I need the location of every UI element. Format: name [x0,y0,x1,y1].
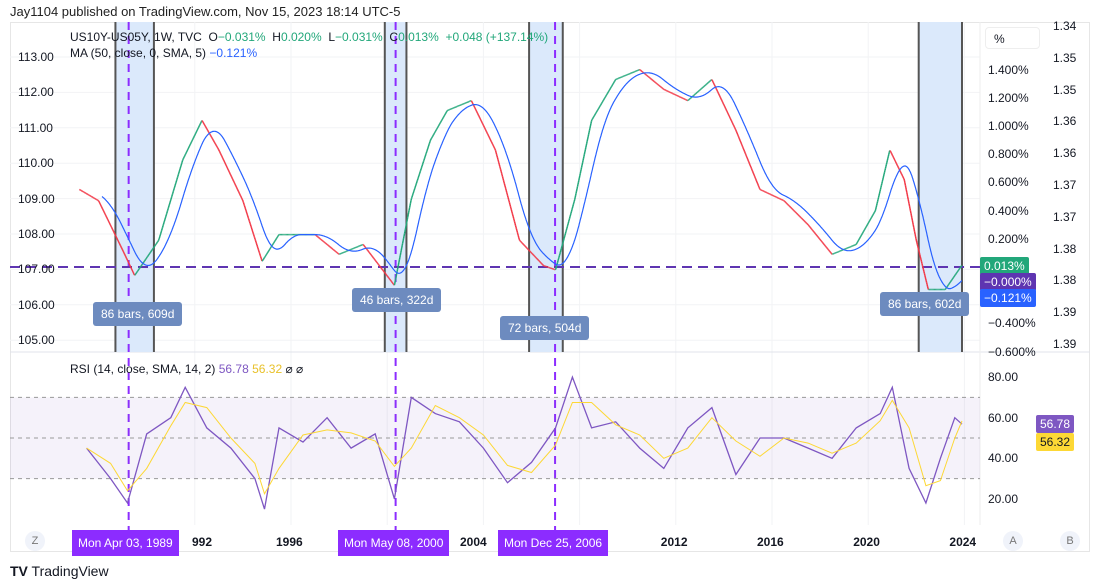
publish-info: Jay1104 published on TradingView.com, No… [10,4,401,19]
right-axis-tick: 1.39 [1053,305,1077,320]
tradingview-logo[interactable]: TV TradingView [10,563,109,579]
ma-price-tag: −0.121% [980,289,1036,307]
right-axis-tick: 1.37 [1053,178,1077,192]
hidden-values-icon: ⌀ ⌀ [285,362,304,376]
rsi-line [86,375,963,510]
right-axis-tick: 1.38 [1053,241,1077,256]
highlighted-range [384,22,407,352]
rsi-axis-tick: 80.00 [988,370,1019,385]
x-axis-tick: 992 [192,535,213,549]
close-value: 0.013% [398,30,439,44]
left-axis-tick: 108.00 [18,227,55,241]
x-axis-tick: 2016 [757,535,784,549]
rsi-axis-tick: 60.00 [988,410,1019,425]
percent-axis-tick: 1.000% [988,119,1029,133]
x-axis-tick: 2024 [949,535,977,549]
rsi-sma-value: 56.32 [252,362,283,376]
x-axis-tick: 1996 [276,535,303,549]
left-axis-tick: 107.00 [18,262,55,277]
percent-axis-tick: 0.200% [988,231,1029,246]
ma-line [101,72,963,290]
right-axis-tick: 1.35 [1053,50,1077,65]
zero-line-tag: −0.000% [980,273,1036,291]
date-label: Mon May 08, 2000 [338,530,450,556]
b-button[interactable]: B [1060,531,1080,551]
left-axis-tick: 106.00 [18,297,55,312]
left-axis-tick: 109.00 [18,191,55,206]
ma-legend: MA (50, close, 0, SMA, 5) −0.121% [70,46,257,60]
left-axis-tick: 112.00 [18,85,54,100]
low-value: −0.031% [335,30,383,44]
x-axis-tick: 2012 [660,535,688,549]
x-axis-tick: 2020 [853,535,880,549]
rsi-legend: RSI (14, close, SMA, 14, 2) 56.78 56.32 … [70,362,303,376]
symbol-title[interactable]: US10Y-US05Y, 1W, TVC [70,30,202,44]
tv-logo-icon: TV [10,563,28,579]
z-button[interactable]: Z [25,531,45,551]
date-label: Mon Dec 25, 2006 [498,530,609,556]
auto-scale-button[interactable]: A [1003,531,1023,551]
high-value: 0.020% [280,30,322,44]
highlighted-range [529,22,563,352]
rsi-tag: 56.78 [1036,415,1075,433]
right-axis-tick: 1.36 [1053,146,1077,161]
close-price-tag: 0.013% [980,257,1029,275]
low-label: L [328,30,335,44]
percent-axis-tick: 1.400% [988,62,1029,77]
unit-button[interactable]: % [985,27,1040,49]
change-value: +0.048 (+137.14%) [445,30,549,44]
open-value: −0.031% [217,30,266,44]
rsi-axis-tick: 40.00 [988,451,1019,466]
rsi-axis-tick: 20.00 [988,491,1019,506]
right-axis-tick: 1.36 [1053,114,1077,129]
percent-axis-tick: 1.200% [988,90,1029,105]
percent-axis-tick: −0.400% [988,316,1036,331]
close-label: C [389,30,399,44]
left-axis-tick: 111.00 [18,120,53,135]
percent-axis-tick: 0.800% [988,147,1029,162]
high-label: H [272,30,281,44]
range-label[interactable]: 86 bars, 602d [880,292,970,316]
rsi-sma-tag: 56.32 [1036,433,1075,451]
right-axis-tick: 1.34 [1053,19,1077,33]
left-axis-tick: 105.00 [18,333,55,348]
ma-title[interactable]: MA (50, close, 0, SMA, 5) [70,46,207,60]
percent-axis-tick: 0.400% [988,203,1029,218]
rsi-value: 56.78 [218,362,249,376]
right-axis-tick: 1.35 [1053,82,1077,97]
range-label[interactable]: 86 bars, 609d [93,302,183,326]
range-label[interactable]: 46 bars, 322d [352,288,442,312]
percent-axis-tick: 0.600% [988,175,1029,190]
right-axis-tick: 1.37 [1053,209,1077,224]
rsi-title[interactable]: RSI (14, close, SMA, 14, 2) [70,362,216,376]
rsi-sma-line [86,399,963,496]
range-label[interactable]: 72 bars, 504d [500,316,590,340]
right-axis-tick: 1.38 [1053,273,1077,288]
open-label: O [208,30,218,44]
right-axis-tick: 1.39 [1053,337,1077,351]
percent-axis-tick: −0.600% [988,344,1036,359]
date-label: Mon Apr 03, 1989 [72,530,179,556]
symbol-legend: US10Y-US05Y, 1W, TVC O−0.031% H0.020% L−… [70,30,548,44]
left-axis-tick: 110.00 [18,156,54,171]
brand-name: TradingView [31,563,109,579]
highlighted-range [115,22,154,352]
ma-value: −0.121% [209,46,258,60]
x-axis-tick: 2004 [460,535,487,549]
left-axis-tick: 113.00 [18,50,54,64]
